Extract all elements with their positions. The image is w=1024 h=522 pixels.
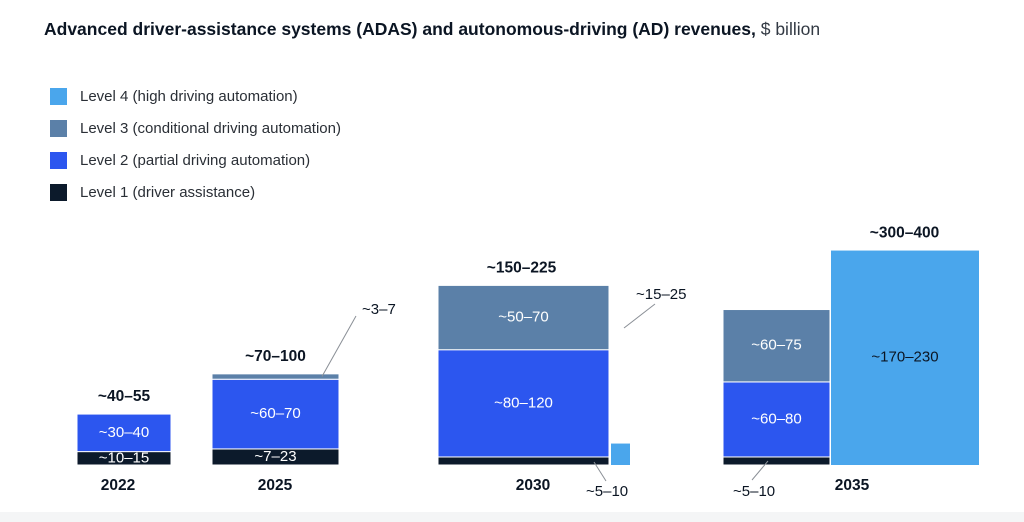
data-label-level3-2035: ~60–75 — [751, 337, 801, 354]
bar-level2-2025 — [211, 378, 340, 450]
data-label-level3-2025: ~3–7 — [362, 301, 396, 318]
legend-item-level1: Level 1 (driver assistance) — [50, 176, 341, 208]
total-label-2022: ~40–55 — [98, 388, 151, 405]
bar-level2-2030 — [437, 349, 610, 458]
legend-item-level4: Level 4 (high driving automation) — [50, 80, 341, 112]
legend-swatch-level4 — [50, 87, 67, 105]
legend: Level 4 (high driving automation) Level … — [50, 80, 341, 208]
chart-title-unit: $ billion — [760, 19, 821, 39]
bar-level3-2025 — [211, 373, 340, 380]
bar-level1-2035 — [722, 456, 831, 466]
category-label-2035: 2035 — [835, 477, 870, 494]
data-label-level2-2022: ~30–40 — [99, 424, 149, 441]
data-label-level1-2025: ~7–23 — [254, 448, 296, 465]
leader-line-level1-2035 — [751, 460, 769, 481]
data-label-level2-2025: ~60–70 — [250, 405, 300, 422]
bar-level4-2035 — [831, 250, 979, 465]
data-label-level2-2030: ~80–120 — [494, 394, 553, 411]
bar-level1-2030 — [437, 456, 610, 466]
category-label-2025: 2025 — [258, 477, 293, 494]
leader-line-level4-2030 — [623, 303, 656, 329]
legend-item-level2: Level 2 (partial driving automation) — [50, 144, 341, 176]
bar-level3-2030 — [437, 284, 610, 351]
data-label-level1-2035: ~5–10 — [733, 483, 775, 500]
total-label-2035: ~300–400 — [870, 225, 939, 242]
bar-level2-2035 — [722, 381, 831, 458]
data-label-level2-2035: ~60–80 — [751, 410, 801, 427]
bar-level2-2022 — [76, 413, 172, 453]
data-label-level1-2022: ~10–15 — [99, 449, 149, 466]
chart-title-main: Advanced driver-assistance systems (ADAS… — [44, 19, 756, 39]
legend-swatch-level2 — [50, 151, 67, 169]
category-label-2030: 2030 — [516, 477, 550, 494]
leader-line-level3-2025 — [321, 315, 357, 377]
leader-line-level1-2030 — [593, 461, 607, 482]
legend-label-level3: Level 3 (conditional driving automation) — [80, 119, 341, 137]
data-label-level4-2035: ~170–230 — [871, 349, 938, 366]
legend-item-level3: Level 3 (conditional driving automation) — [50, 112, 341, 144]
data-label-level4-2030: ~15–25 — [636, 286, 686, 303]
total-label-2030: ~150–225 — [487, 259, 557, 276]
data-label-level3-2030: ~50–70 — [498, 309, 548, 326]
total-label-2025: ~70–100 — [245, 348, 306, 365]
bar-level3-2035 — [722, 309, 831, 383]
legend-label-level4: Level 4 (high driving automation) — [80, 87, 298, 105]
data-label-level1-2030: ~5–10 — [586, 483, 628, 500]
category-label-2022: 2022 — [101, 477, 135, 494]
legend-swatch-level3 — [50, 119, 67, 137]
legend-swatch-level1 — [50, 183, 67, 201]
legend-label-level2: Level 2 (partial driving automation) — [80, 151, 311, 169]
chart-title: Advanced driver-assistance systems (ADAS… — [44, 19, 820, 40]
bottom-strip — [0, 512, 1024, 522]
legend-label-level1: Level 1 (driver assistance) — [80, 183, 256, 201]
bar-level4-2030 — [611, 443, 630, 465]
